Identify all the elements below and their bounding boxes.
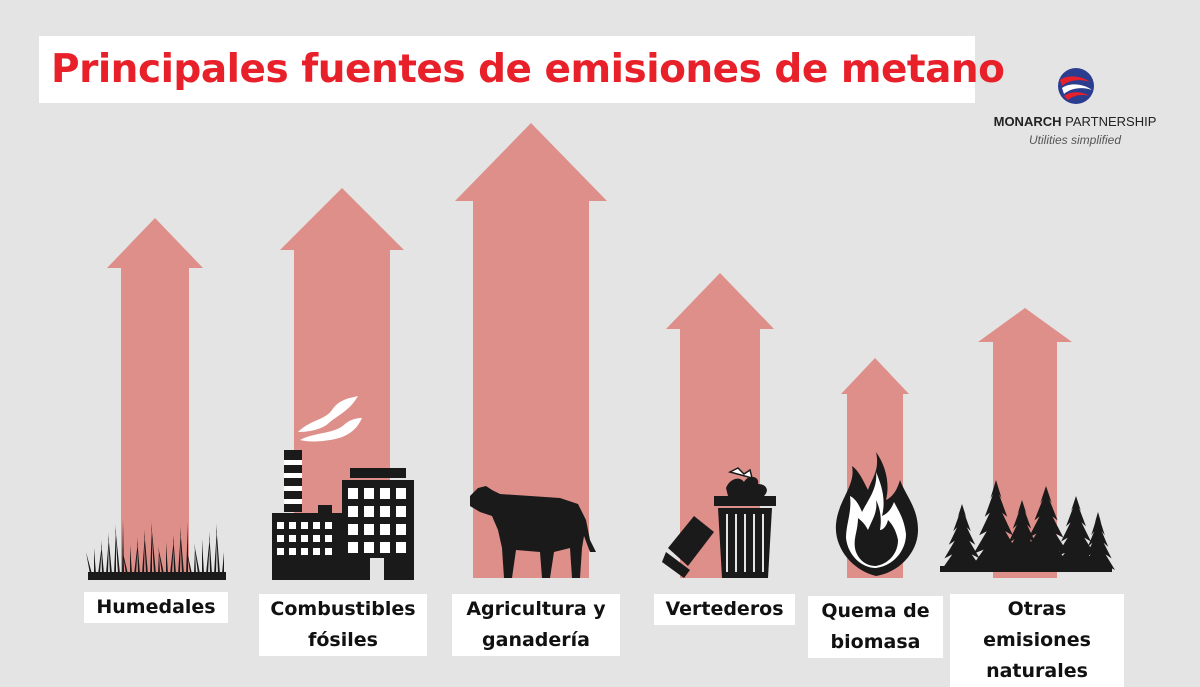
factory-icon — [272, 396, 414, 580]
page-title: Principales fuentes de emisiones de meta… — [51, 47, 1005, 92]
category-label-line: Vertederos — [665, 598, 784, 620]
fire-icon — [835, 452, 918, 576]
category-label-1: Combustibles fósiles — [259, 594, 427, 656]
forest-icon — [940, 480, 1115, 572]
category-label-line: biomasa — [830, 631, 921, 653]
category-label-line: naturales — [986, 660, 1088, 682]
cow-icon — [470, 486, 596, 578]
category-label-5: Otras emisiones naturales — [950, 594, 1124, 687]
category-label-line: ganadería — [482, 629, 590, 651]
category-label-line: Combustibles — [270, 598, 416, 620]
category-label-2: Agricultura y ganadería — [452, 594, 620, 656]
category-label-line: Agricultura y — [466, 598, 606, 620]
monarch-logo: MONARCH PARTNERSHIP Utilities simplified — [980, 60, 1170, 160]
arrow-bar-2 — [455, 123, 607, 578]
logo-brand: MONARCH PARTNERSHIP — [993, 114, 1157, 129]
category-label-line: Quema de — [821, 600, 930, 622]
trash-can-icon — [662, 467, 776, 578]
category-label-line: fósiles — [308, 629, 378, 651]
category-label-line: Otras emisiones — [983, 598, 1091, 651]
category-label-0: Humedales — [84, 592, 228, 623]
logo-tagline: Utilities simplified — [1028, 133, 1122, 147]
arrow-bar-0 — [107, 218, 203, 578]
category-label-4: Quema de biomasa — [808, 596, 943, 658]
category-label-3: Vertederos — [654, 594, 795, 625]
grass-icon — [86, 520, 226, 580]
category-label-line: Humedales — [96, 596, 216, 618]
title-box: Principales fuentes de emisiones de meta… — [39, 36, 1005, 103]
monarch-logo-icon — [1058, 68, 1094, 104]
